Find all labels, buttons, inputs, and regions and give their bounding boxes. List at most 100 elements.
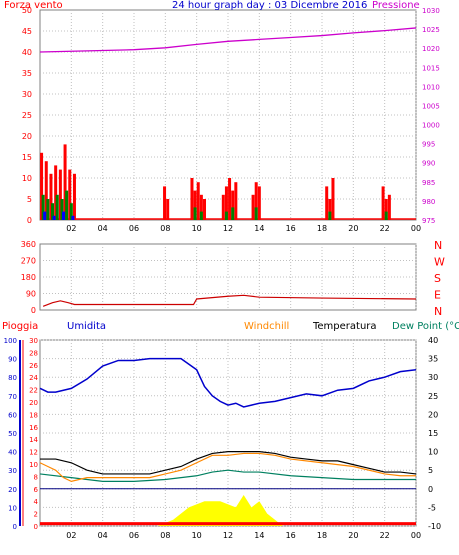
wind-bar-avg <box>69 203 73 220</box>
wind-x-label: 18 <box>317 224 327 233</box>
pressure-tick-label: 975 <box>422 217 435 225</box>
wind-bar-avg <box>55 194 59 220</box>
wind-bar-gust <box>331 178 335 220</box>
wind-bar-gust <box>381 186 385 220</box>
dir-tick-label: 360 <box>21 240 36 249</box>
wind-x-label: 08 <box>160 224 170 233</box>
wind-x-label: 14 <box>254 224 264 233</box>
rain-tick-label: 6 <box>34 486 39 494</box>
humidity-tick-label: 90 <box>8 356 17 364</box>
rain-tick-label: 4 <box>34 498 39 506</box>
wind-bar-gust <box>163 186 167 220</box>
wind-tick-label: 50 <box>22 6 32 15</box>
wind-bar-gust <box>63 144 67 220</box>
wind-bar-gust <box>254 182 258 220</box>
humidity-tick-label: 80 <box>8 374 17 382</box>
wind-bar-avg <box>384 211 388 220</box>
rain-tick-label: 0 <box>34 523 38 531</box>
wind-bar-gust <box>199 194 203 220</box>
rain-total-bar <box>40 522 416 526</box>
wind-bar-min <box>62 211 65 220</box>
rain-tick-label: 28 <box>29 349 38 357</box>
wind-x-label: 06 <box>129 224 139 233</box>
wind-bar-gust <box>193 190 197 220</box>
wind-bar-gust <box>231 190 235 220</box>
wind-bar-avg <box>41 194 45 220</box>
wind-bar-avg <box>193 207 197 220</box>
pressure-tick-label: 1010 <box>422 83 440 91</box>
wind-bar-gust <box>203 199 206 220</box>
humidity-label: Umidita <box>67 321 107 332</box>
rain-tick-label: 2 <box>34 511 38 519</box>
wind-bar-gust <box>224 186 228 220</box>
humidity-tick-label: 40 <box>8 449 17 457</box>
weather-x-label: 04 <box>98 531 108 540</box>
rain-tick-label: 10 <box>29 461 38 469</box>
wind-bar-gust <box>387 194 391 220</box>
dir-compass-label: E <box>434 289 441 302</box>
weather-x-label: 22 <box>380 531 390 540</box>
temp-tick-label: 40 <box>428 336 438 345</box>
weather-x-label: 06 <box>129 531 139 540</box>
wind-tick-label: 15 <box>22 153 32 162</box>
temp-tick-label: 10 <box>428 448 438 457</box>
wind-tick-label: 30 <box>22 90 32 99</box>
humidity-tick-label: 50 <box>8 430 17 438</box>
rain-tick-label: 16 <box>29 424 38 432</box>
dir-tick-label: 90 <box>26 290 36 299</box>
wind-x-label: 12 <box>223 224 233 233</box>
wind-tick-label: 40 <box>22 48 32 57</box>
pressure-tick-label: 1025 <box>422 26 440 34</box>
pressure-tick-label: 1015 <box>422 64 440 72</box>
wind-x-label: 20 <box>348 224 358 233</box>
wind-bar-gust <box>257 186 261 220</box>
wind-bar-gust <box>190 178 194 220</box>
temp-tick-label: 0 <box>428 485 433 494</box>
temp-tick-label: 15 <box>428 429 438 438</box>
wind-bar-gust <box>251 194 255 220</box>
weather-x-label: 08 <box>160 531 170 540</box>
temp-tick-label: 30 <box>428 373 438 382</box>
rain-label: Pioggia <box>2 321 39 332</box>
wind-x-label: 04 <box>98 224 108 233</box>
weather-x-label: 00 <box>411 531 421 540</box>
humidity-tick-label: 100 <box>4 337 17 345</box>
wind-bar-avg <box>65 190 69 220</box>
wind-bar-avg <box>224 211 228 220</box>
temp-tick-label: 5 <box>428 466 433 475</box>
rain-tick-label: 22 <box>29 387 38 395</box>
humidity-tick-label: 70 <box>8 393 17 401</box>
weather-x-label: 20 <box>348 531 358 540</box>
pressure-tick-label: 1030 <box>422 7 440 15</box>
wind-tick-label: 5 <box>27 195 32 204</box>
humidity-tick-label: 0 <box>13 523 17 531</box>
wind-bar-avg <box>328 211 332 220</box>
chart-title: 24 hour graph day : 03 Dicembre 2016 <box>172 0 368 11</box>
pressure-tick-label: 1005 <box>422 102 440 110</box>
rain-tick-label: 14 <box>29 436 38 444</box>
rain-tick-label: 20 <box>29 399 38 407</box>
rain-tick-label: 12 <box>29 449 38 457</box>
rain-tick-label: 8 <box>34 473 38 481</box>
dir-compass-label: W <box>434 256 445 269</box>
wind-bar-avg <box>254 207 258 220</box>
pressure-tick-label: 1020 <box>422 45 440 53</box>
wind-tick-label: 25 <box>22 111 32 120</box>
dewpoint-label: Dew Point (°C <box>392 321 459 332</box>
dir-compass-label: S <box>434 272 441 285</box>
direction-line <box>42 294 417 307</box>
wind-tick-label: 35 <box>22 69 32 78</box>
windchill-label: Windchill <box>244 321 290 332</box>
temp-tick-label: -5 <box>428 503 436 512</box>
humidity-tick-label: 20 <box>8 486 17 494</box>
temp-tick-label: 25 <box>428 392 438 401</box>
temperature-line <box>40 451 417 475</box>
wind-bar-gust <box>234 182 238 220</box>
dewpoint-line <box>39 469 416 482</box>
wind-tick-label: 20 <box>22 132 32 141</box>
wind-bar-avg <box>51 203 55 220</box>
dir-compass-label: N <box>434 305 442 318</box>
dir-tick-label: 270 <box>21 257 36 266</box>
pressure-tick-label: 1000 <box>422 122 440 130</box>
